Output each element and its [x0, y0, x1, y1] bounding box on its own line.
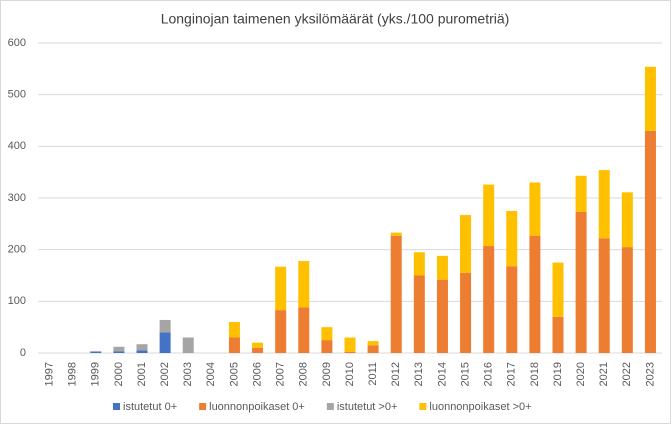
y-tick-label: 100: [8, 295, 26, 307]
x-tick-label: 2012: [390, 362, 402, 386]
bar-segment: [344, 337, 356, 352]
bar-segment: [275, 310, 287, 353]
legend-swatch: [113, 403, 120, 410]
bar-segment: [113, 351, 125, 353]
chart-title: Longinojan taimenen yksilömäärät (yks./1…: [161, 11, 510, 27]
legend-swatch: [199, 403, 207, 410]
bar-segment: [228, 337, 240, 353]
x-tick-label: 1999: [90, 362, 102, 386]
bar-segment: [436, 255, 448, 280]
bar-segment: [483, 246, 495, 353]
x-tick-label: 1998: [67, 362, 79, 386]
bar-segment: [367, 345, 379, 353]
x-tick-label: 2015: [459, 362, 471, 386]
bar-segment: [552, 316, 564, 353]
bar-segment: [506, 210, 518, 267]
bar-segment: [506, 266, 518, 353]
bar-segment: [460, 272, 472, 353]
bar-segment: [321, 327, 333, 341]
bar-segment: [413, 275, 425, 353]
legend-swatch: [326, 403, 334, 410]
y-tick-label: 600: [8, 37, 26, 49]
x-tick-label: 1997: [43, 362, 55, 386]
x-tick-label: 2007: [275, 362, 287, 386]
x-tick-label: 2022: [621, 362, 633, 386]
x-tick-label: 2020: [575, 362, 587, 386]
legend-label: istutetut 0+: [123, 401, 177, 413]
bar-segment: [483, 184, 495, 247]
x-tick-label: 2004: [205, 362, 217, 386]
x-tick-label: 2017: [506, 362, 518, 386]
bar-segment: [90, 351, 102, 353]
bar-segment: [252, 347, 264, 353]
x-tick-label: 2013: [413, 362, 425, 386]
bar-segment: [136, 350, 148, 353]
legend-label: istutetut >0+: [337, 401, 398, 413]
x-tick-label: 2018: [529, 362, 541, 386]
x-tick-label: 2019: [552, 362, 564, 386]
bar-segment: [159, 319, 171, 333]
x-tick-label: 2011: [367, 362, 379, 386]
bar-segment: [390, 235, 402, 353]
x-tick-label: 2014: [436, 362, 448, 386]
bar-segment: [298, 261, 310, 308]
x-tick-label: 2021: [598, 362, 610, 386]
bar-segment: [182, 337, 194, 353]
bar-segment: [390, 232, 402, 236]
x-tick-label: 2016: [483, 362, 495, 386]
x-tick-label: 2009: [321, 362, 333, 386]
bar-segment: [298, 307, 310, 353]
bar-segment: [275, 266, 287, 311]
y-tick-label: 300: [8, 192, 26, 204]
bar-segment: [252, 342, 264, 348]
bar-segment: [413, 252, 425, 276]
bar-segment: [575, 175, 587, 212]
y-tick-label: 400: [8, 140, 26, 152]
bar-segment: [575, 211, 587, 353]
bar-segment: [552, 262, 564, 317]
bar-segment: [367, 341, 379, 346]
bar-segment: [436, 279, 448, 353]
x-tick-label: 2023: [644, 362, 656, 386]
y-tick-label: 0: [20, 347, 26, 359]
bar-segment: [644, 130, 656, 353]
bar-segment: [460, 215, 472, 273]
bar-segment: [621, 247, 633, 353]
bar-segment: [644, 66, 656, 131]
x-tick-label: 2006: [251, 362, 263, 386]
bar-segment: [344, 351, 356, 353]
legend-swatch: [419, 403, 427, 410]
legend-label: luonnonpoikaset >0+: [429, 401, 531, 413]
x-tick-label: 2008: [298, 362, 310, 386]
x-tick-label: 2001: [136, 362, 148, 386]
y-tick-label: 200: [8, 244, 26, 256]
bar-segment: [136, 344, 148, 351]
bar-segment: [529, 235, 541, 353]
legend-label: luonnonpoikaset 0+: [209, 401, 305, 413]
bar-segment: [598, 170, 610, 239]
x-tick-label: 2000: [113, 362, 125, 386]
bar-segment: [159, 332, 171, 353]
bar-segment: [228, 322, 240, 338]
bar-segment: [113, 346, 125, 352]
bar-segment: [598, 238, 610, 353]
x-tick-label: 2005: [228, 362, 240, 386]
x-tick-label: 2002: [159, 362, 171, 386]
x-tick-label: 2003: [182, 362, 194, 386]
bar-segment: [529, 182, 541, 236]
bar-segment: [321, 340, 333, 353]
x-tick-label: 2010: [344, 362, 356, 386]
y-tick-label: 500: [8, 89, 26, 101]
bar-segment: [621, 192, 633, 248]
